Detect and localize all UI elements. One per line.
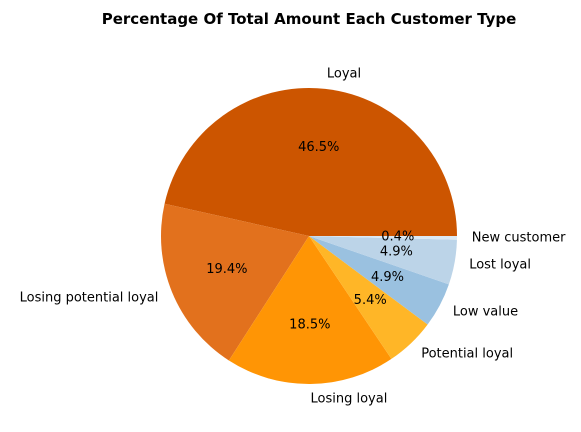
- slice-labels: Loyal Losing potential loyal Losing loyal P…: [20, 67, 567, 407]
- percentage-labels: 46.5%19.4%18.5%5.4%4.9%4.9%0.4%: [206, 140, 414, 332]
- slice-label-potential-loyal: Potential loyal: [421, 346, 513, 361]
- slice-label-losing-potential-loyal: Losing potential loyal: [20, 290, 159, 305]
- slice-label-lost-loyal: Lost loyal: [469, 258, 531, 273]
- slice-label-low-value: Low value: [453, 305, 518, 320]
- pct-label-loyal: 46.5%: [298, 140, 339, 155]
- pie-slice-low-value: [309, 236, 449, 325]
- pct-label-losing-potential-loyal: 19.4%: [206, 262, 247, 277]
- pie-slices: [160, 87, 457, 385]
- pie-slice-potential-loyal: [309, 236, 428, 359]
- pie-slice-lost-loyal: [309, 236, 457, 285]
- slice-label-loyal: Loyal: [327, 67, 361, 82]
- slice-label-losing-loyal: Losing loyal: [311, 391, 388, 406]
- pie-slice-losing-loyal: [228, 236, 392, 385]
- slice-label-new-customer: New customer: [472, 231, 566, 246]
- pie-slice-new-customer: [309, 236, 457, 240]
- pct-label-losing-loyal: 18.5%: [289, 317, 330, 332]
- chart-title: Percentage Of Total Amount Each Customer…: [102, 10, 517, 28]
- pie-slice-loyal: [164, 87, 457, 236]
- pct-label-new-customer: 0.4%: [381, 230, 414, 245]
- pct-label-lost-loyal: 4.9%: [380, 244, 413, 259]
- pie-slice-losing-potential-loyal: [160, 203, 309, 361]
- pct-label-low-value: 4.9%: [371, 270, 404, 285]
- pct-label-potential-loyal: 5.4%: [354, 293, 387, 308]
